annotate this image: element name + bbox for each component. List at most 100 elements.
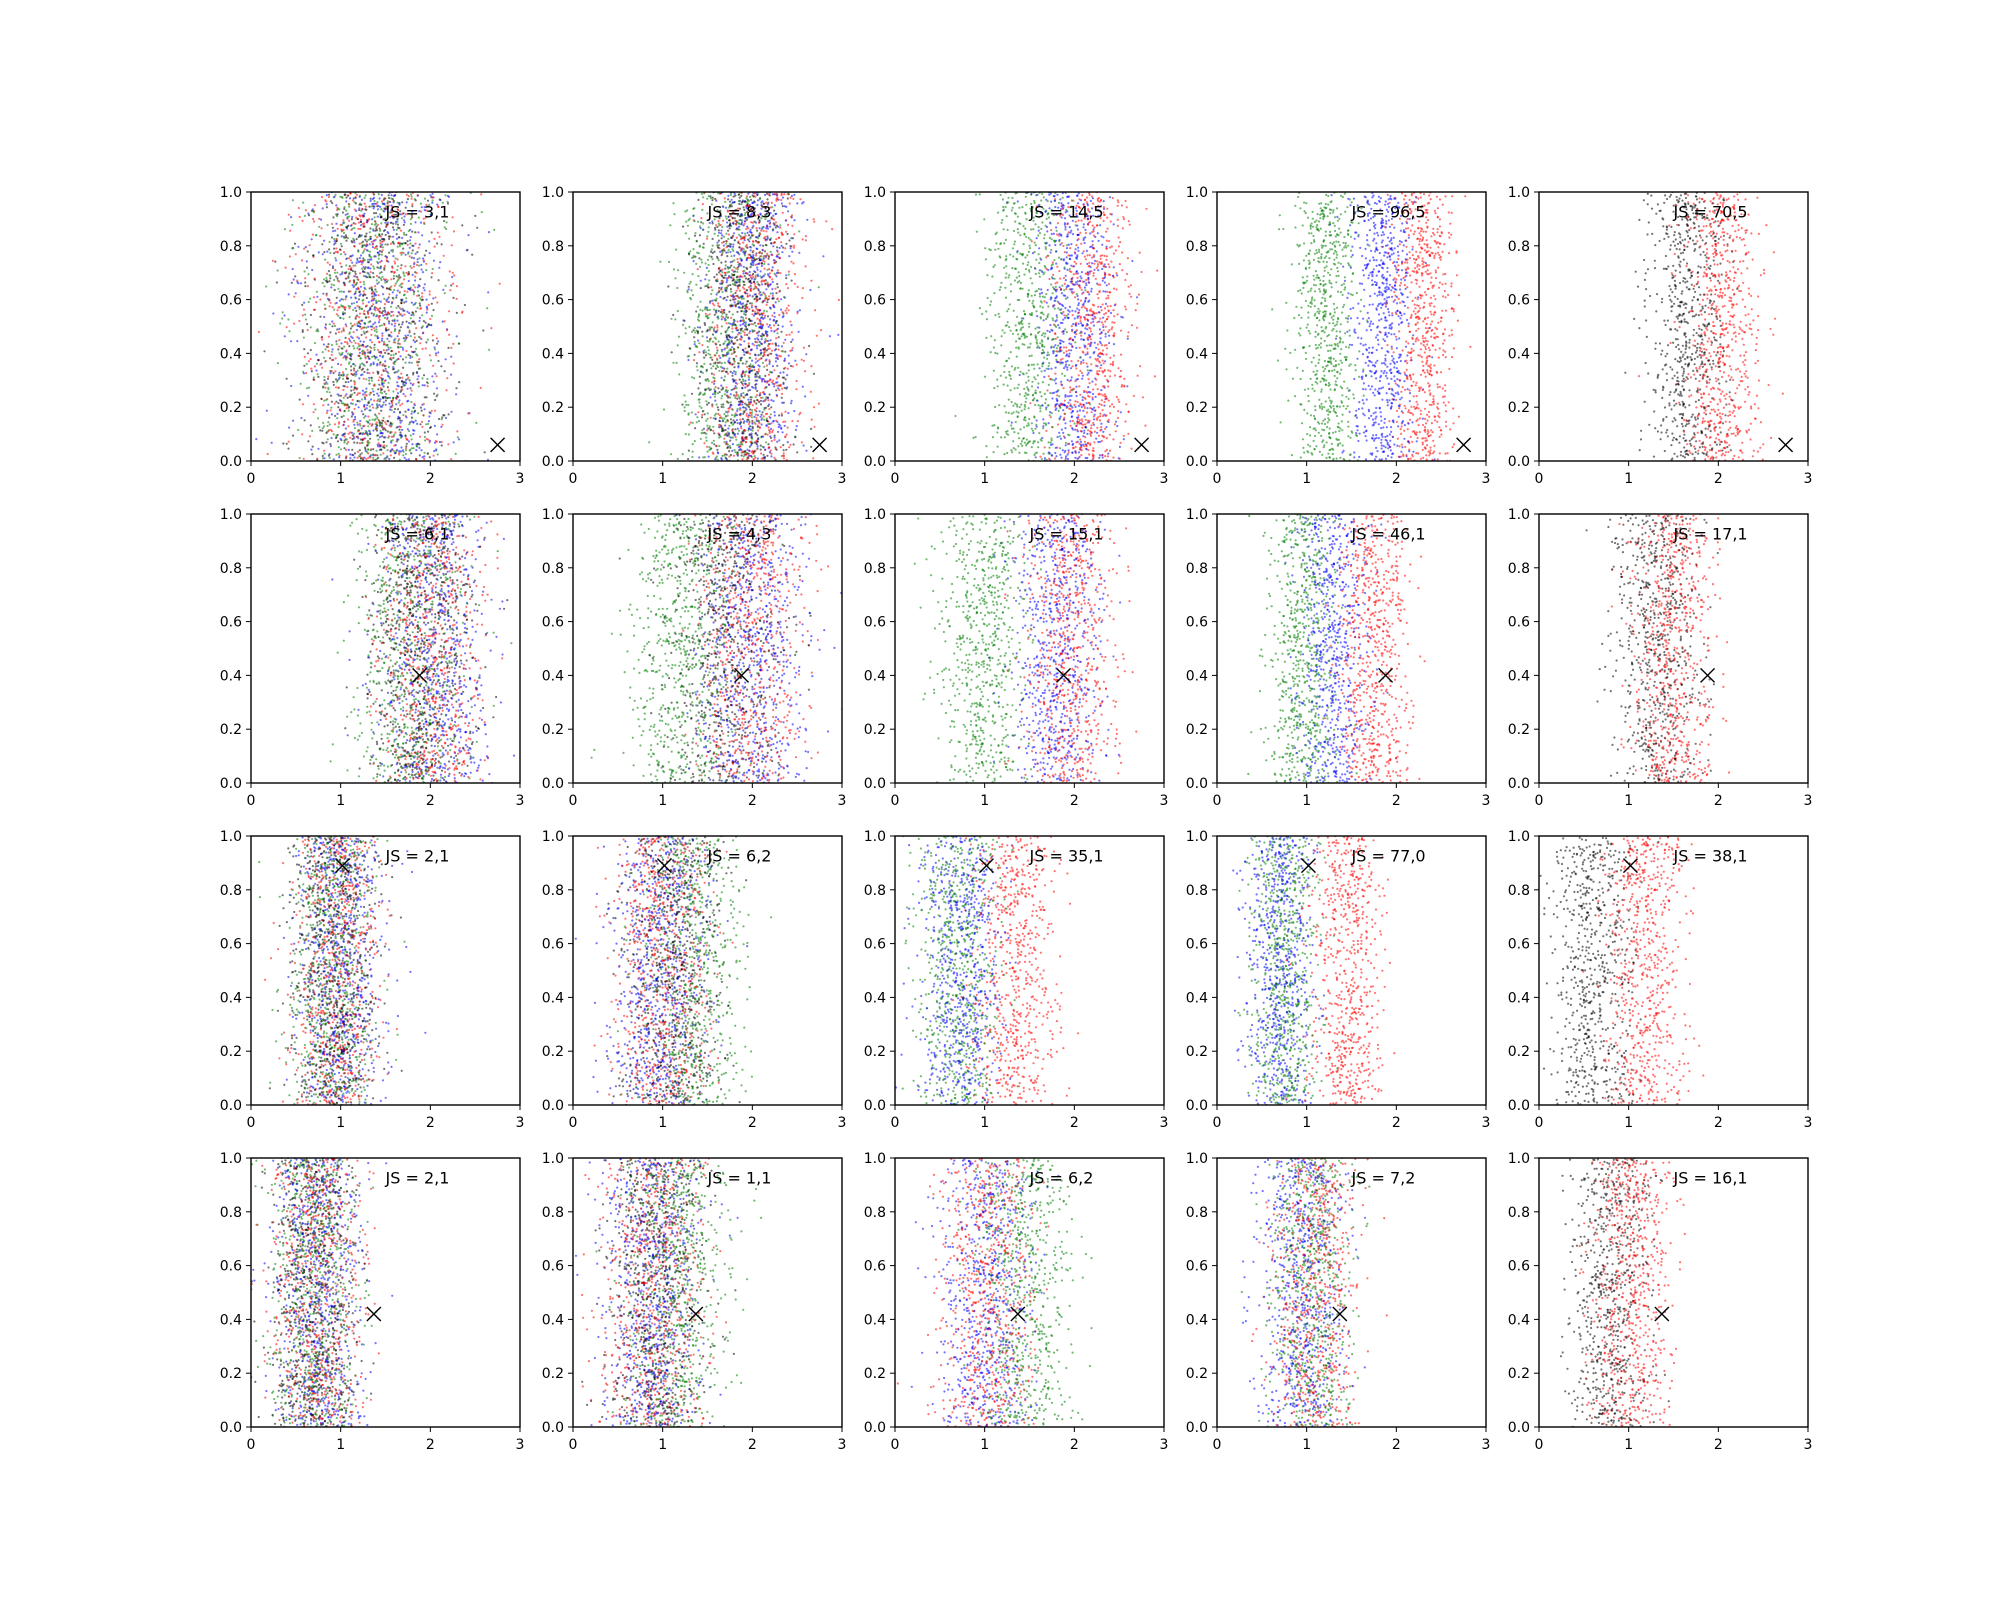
point-red [386,300,389,303]
panel-grid: 0 1 2 30.00.20.40.60.81.0JS = 3,10 1 2 30.00.2… [220,185,1813,1453]
point-black [749,302,752,305]
point-red [363,202,366,205]
point-green [777,374,781,378]
point-green [419,202,422,205]
point-red [766,335,769,338]
point-green [367,443,370,446]
point-green [339,242,343,245]
point-black [373,343,376,346]
point-green [693,340,696,343]
point-red [758,422,761,425]
point-black [361,343,364,346]
point-green [404,452,407,456]
point-red [365,304,368,307]
point-blue [423,209,426,212]
point-green [334,193,337,196]
point-black [378,383,381,386]
point-black [751,419,754,422]
point-blue [428,439,432,442]
point-blue [365,407,368,410]
point-red [380,373,383,376]
point-green [386,449,389,452]
point-blue [771,280,774,284]
point-red [379,242,382,245]
point-black [351,269,354,273]
point-blue [790,324,793,327]
point-red [394,262,397,265]
point-black [414,310,417,313]
point-red [344,340,347,344]
point-green [367,425,370,428]
point-blue [793,193,796,196]
point-black [372,276,375,279]
point-red [393,260,396,263]
point-black [697,198,700,201]
point-blue [342,290,345,293]
point-blue [333,240,336,243]
point-black [393,407,397,411]
point-red [313,277,316,280]
point-black [710,372,714,375]
point-blue [762,446,766,449]
point-black [735,391,738,394]
point-green [352,308,355,312]
point-blue [756,379,759,382]
point-black [732,379,735,382]
point-green [396,201,399,204]
point-black [720,254,723,257]
point-black [330,236,334,239]
point-blue [433,449,436,453]
point-blue [396,370,399,373]
point-blue [790,402,793,405]
point-green [687,219,690,222]
point-blue [432,259,435,262]
point-green [347,362,351,365]
point-red [357,320,360,323]
point-black [700,221,703,224]
point-black [729,213,732,216]
point-blue [355,328,358,332]
point-red [744,272,748,275]
point-green [409,434,412,437]
point-green [444,284,447,287]
point-green [330,343,334,347]
point-red [397,357,400,360]
point-green [699,437,702,440]
point-red [757,221,761,224]
point-green [766,254,769,257]
point-green [715,364,719,367]
point-green [752,323,755,326]
point-blue [296,340,299,343]
point-black [354,196,357,199]
point-green [713,414,716,417]
point-green [743,232,747,235]
point-green [388,377,391,380]
point-green [402,271,405,274]
point-blue [362,393,365,396]
point-black [733,217,736,220]
point-red [332,322,335,325]
point-blue [774,322,778,325]
point-blue [775,255,778,258]
point-black [756,389,759,393]
point-red [742,270,745,273]
point-green [693,377,696,380]
point-green [444,194,447,197]
point-green [345,358,348,361]
point-green [750,264,753,267]
point-blue [722,205,725,208]
point-black [715,273,718,276]
point-red [740,338,743,341]
point-black [430,231,433,234]
point-red [772,379,775,382]
point-black [782,246,785,249]
point-black [794,436,797,439]
point-green [686,224,690,227]
point-black [356,276,359,279]
point-red [298,319,301,323]
point-red [804,235,808,238]
point-red [741,275,744,278]
point-green [347,409,350,412]
point-green [352,345,355,348]
point-green [346,373,349,376]
